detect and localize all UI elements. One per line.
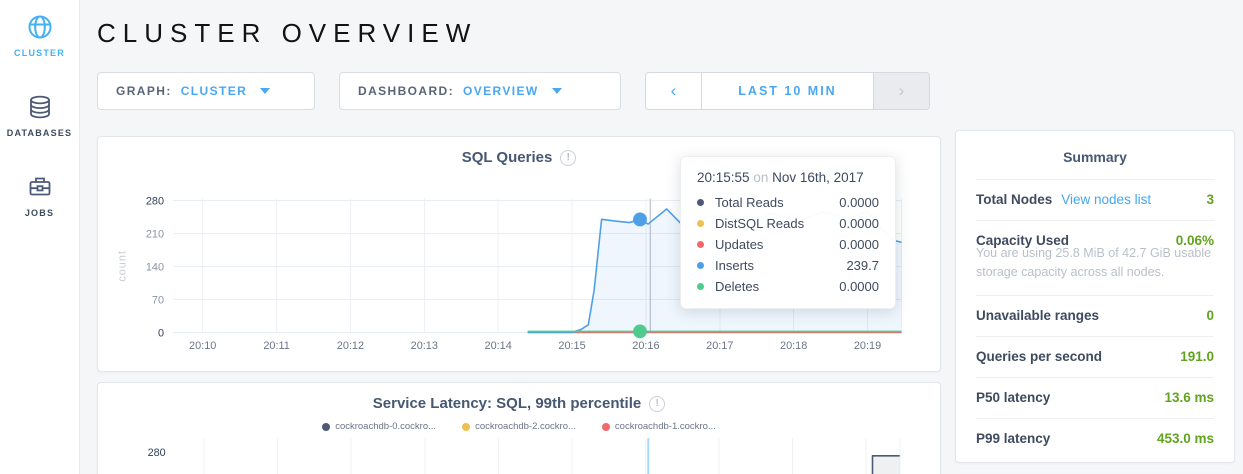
series-dot-icon: [697, 199, 704, 206]
summary-row-unavailable-ranges: Unavailable ranges 0: [976, 294, 1214, 336]
caret-down-icon: [260, 88, 271, 94]
tooltip-row: Total Reads 0.0000: [697, 192, 879, 213]
controls-bar: GRAPH: CLUSTER DASHBOARD: OVERVIEW ‹ LAS…: [97, 72, 930, 110]
capacity-used-value: 0.06%: [1175, 233, 1214, 248]
globe-icon: [28, 15, 51, 39]
capacity-note: You are using 25.8 MiB of 42.7 GiB usabl…: [976, 246, 1212, 279]
dashboard-dropdown[interactable]: DASHBOARD: OVERVIEW: [339, 72, 621, 110]
caret-down-icon: [551, 88, 562, 94]
database-icon: [29, 95, 50, 119]
capacity-used-label: Capacity Used: [976, 233, 1070, 248]
series-area: [872, 455, 900, 474]
summary-row-total-nodes: Total Nodes View nodes list 3: [976, 179, 1214, 220]
svg-text:20:11: 20:11: [263, 340, 289, 352]
sidebar-item-jobs[interactable]: JOBS: [0, 172, 79, 218]
time-range-label[interactable]: LAST 10 MIN: [701, 73, 874, 109]
chart-hover-tooltip: 20:15:55 on Nov 16th, 2017 Total Reads 0…: [680, 156, 896, 309]
svg-text:20:19: 20:19: [854, 340, 881, 352]
svg-text:0: 0: [158, 327, 164, 339]
info-icon[interactable]: !: [560, 149, 577, 166]
sidebar-item-label: JOBS: [24, 208, 55, 218]
series-dot-icon: [462, 422, 471, 431]
sidebar: CLUSTER DATABASES JOBS: [0, 0, 80, 474]
svg-text:20:14: 20:14: [485, 340, 512, 352]
summary-row-capacity: Capacity Used 0.06%: [976, 220, 1214, 248]
summary-panel: Summary Total Nodes View nodes list 3 Ca…: [955, 130, 1235, 463]
dashboard-dropdown-value: OVERVIEW: [463, 84, 539, 98]
svg-text:280: 280: [146, 195, 164, 207]
tooltip-row: Inserts 239.7: [697, 255, 879, 276]
svg-text:210: 210: [146, 228, 164, 240]
legend-item[interactable]: cockroachdb-1.cockro...: [601, 421, 716, 432]
svg-text:20:10: 20:10: [189, 340, 216, 352]
series-dot-icon: [322, 422, 331, 431]
graph-dropdown-value: CLUSTER: [180, 84, 248, 98]
sidebar-item-databases[interactable]: DATABASES: [0, 92, 79, 138]
summary-row-p50: P50 latency 13.6 ms: [976, 376, 1214, 418]
total-nodes-value: 3: [1206, 192, 1214, 207]
tooltip-rows: Total Reads 0.0000 DistSQL Reads 0.0000 …: [697, 192, 879, 297]
service-latency-card: 280 Service Latency: SQL, 99th percentil…: [97, 382, 941, 474]
svg-text:70: 70: [152, 294, 164, 306]
summary-row-qps: Queries per second 191.0: [976, 335, 1214, 377]
svg-text:count: count: [116, 250, 128, 282]
page-title: CLUSTER OVERVIEW: [97, 18, 478, 48]
series-dot-icon: [697, 220, 704, 227]
chart-title: Service Latency: SQL, 99th percentile: [372, 395, 642, 412]
dashboard-dropdown-label: DASHBOARD:: [358, 84, 454, 98]
summary-title: Summary: [1063, 149, 1127, 165]
service-latency-chart[interactable]: 280: [98, 383, 940, 474]
hover-dot: [633, 212, 647, 227]
info-icon[interactable]: !: [649, 395, 666, 412]
svg-text:20:12: 20:12: [337, 340, 364, 352]
series-dot-icon: [697, 262, 704, 269]
series-dot-icon: [601, 422, 610, 431]
legend-item[interactable]: cockroachdb-0.cockro...: [322, 421, 436, 432]
tooltip-row: Deletes 0.0000: [697, 276, 879, 297]
chart-title: SQL Queries: [461, 149, 553, 166]
graph-dropdown-label: GRAPH:: [116, 84, 172, 98]
tooltip-timestamp: 20:15:55 on Nov 16th, 2017: [697, 170, 864, 185]
series-dot-icon: [697, 283, 704, 290]
chart-legend: cockroachdb-0.cockro... cockroachdb-2.co…: [98, 421, 940, 432]
view-nodes-list-link[interactable]: View nodes list: [1061, 192, 1152, 207]
sidebar-item-cluster[interactable]: CLUSTER: [0, 12, 79, 58]
svg-text:20:13: 20:13: [411, 340, 438, 352]
svg-text:280: 280: [148, 447, 166, 459]
time-range-next-button[interactable]: ›: [874, 73, 929, 109]
svg-text:20:16: 20:16: [632, 340, 659, 352]
sidebar-item-label: DATABASES: [6, 128, 73, 138]
time-range-selector: ‹ LAST 10 MIN ›: [645, 72, 930, 110]
svg-text:20:17: 20:17: [706, 340, 733, 352]
svg-text:20:18: 20:18: [780, 340, 807, 352]
svg-text:140: 140: [146, 261, 164, 273]
hover-dot: [633, 324, 647, 339]
briefcase-icon: [29, 177, 50, 196]
tooltip-row: Updates 0.0000: [697, 234, 879, 255]
series-dot-icon: [697, 241, 704, 248]
graph-dropdown[interactable]: GRAPH: CLUSTER: [97, 72, 315, 110]
svg-text:20:15: 20:15: [558, 340, 585, 352]
tooltip-row: DistSQL Reads 0.0000: [697, 213, 879, 234]
series-line-cockroachdb-0-cockro-: [871, 455, 900, 474]
total-nodes-label: Total Nodes: [976, 192, 1053, 207]
summary-row-p99: P99 latency 453.0 ms: [976, 417, 1214, 459]
sidebar-item-label: CLUSTER: [14, 48, 65, 58]
time-range-prev-button[interactable]: ‹: [646, 73, 701, 109]
legend-item[interactable]: cockroachdb-2.cockro...: [462, 421, 576, 432]
